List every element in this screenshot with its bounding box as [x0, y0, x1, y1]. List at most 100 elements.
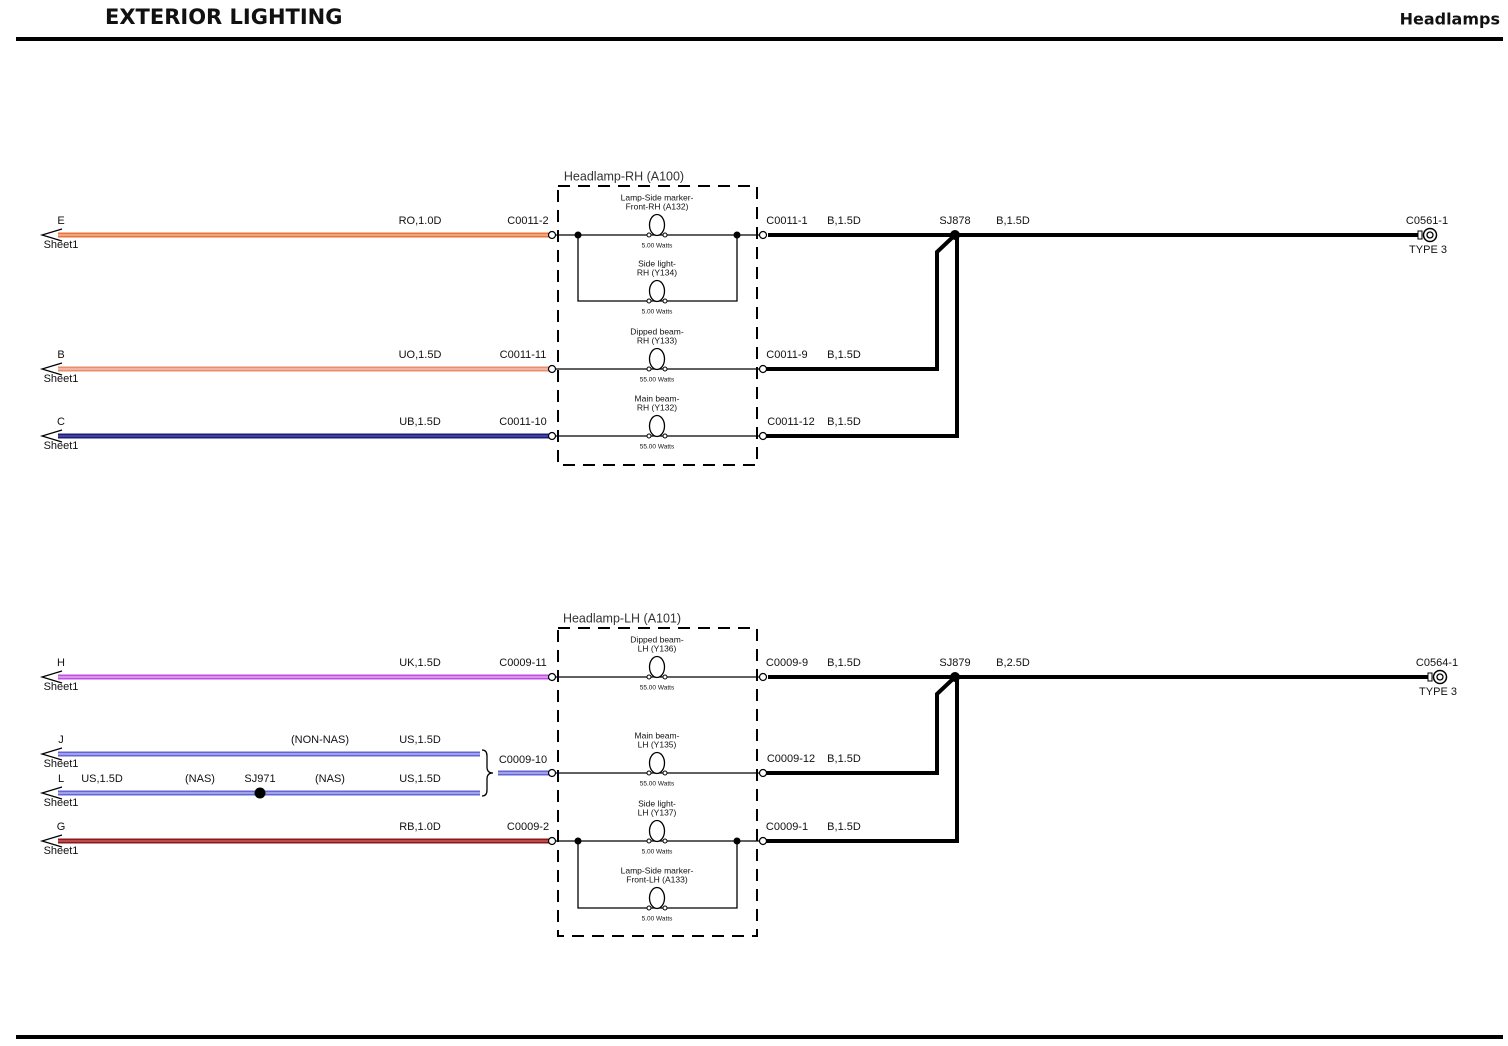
connector-pin	[758, 836, 768, 846]
lamp-rating: 5.00 Watts	[642, 243, 674, 250]
ground-symbol	[1426, 231, 1434, 239]
lamp-terminal	[646, 674, 652, 680]
component-box	[557, 627, 758, 937]
lamp-rating: 5.00 Watts	[642, 849, 674, 856]
page-section: Headlamps	[1400, 10, 1500, 29]
variant-label: (NAS)	[315, 773, 345, 785]
wire-label: B,2.5D	[996, 657, 1030, 669]
pin-label: L	[58, 773, 64, 785]
connector-label: C0009-9	[766, 657, 808, 669]
sheet-ref: Sheet1	[44, 797, 79, 809]
lamp-terminal	[646, 905, 652, 911]
ground-label: C0564-1	[1416, 657, 1458, 669]
wire-label: US,1.5D	[399, 734, 441, 746]
lamp-bulb	[648, 279, 666, 303]
lamp-terminal	[662, 770, 668, 776]
connector-pin	[758, 768, 768, 778]
sheet-arrow	[39, 786, 63, 800]
ground-terminal	[1427, 672, 1433, 682]
lamp-bulb	[648, 886, 666, 910]
connector-pin	[758, 364, 768, 374]
lamp-bulb	[648, 751, 666, 775]
sheet-arrow	[39, 228, 63, 242]
connector-label: C0009-12	[767, 753, 815, 765]
lamp-bulb	[648, 655, 666, 679]
junction	[574, 837, 582, 845]
variant-label: (NON-NAS)	[291, 734, 349, 746]
lamp-rating: 55.00 Watts	[640, 444, 675, 451]
connector-pin	[547, 768, 557, 778]
pin-label: B	[57, 349, 64, 361]
splice-label: SJ879	[939, 657, 970, 669]
brace	[481, 749, 494, 797]
wire-label: B,1.5D	[827, 349, 861, 361]
sheet-ref: Sheet1	[44, 681, 79, 693]
sheet-ref: Sheet1	[44, 758, 79, 770]
wire-label: US,1.5D	[81, 773, 123, 785]
connector-label: C0009-2	[507, 821, 549, 833]
pin-label: H	[57, 657, 65, 669]
lamp-rating: 55.00 Watts	[640, 781, 675, 788]
sheet-arrow	[39, 747, 63, 761]
sheet-ref: Sheet1	[44, 373, 79, 385]
wire-label: UK,1.5D	[399, 657, 441, 669]
lamp-label: Lamp-Side marker-	[621, 865, 694, 875]
lamp-label: Front-LH (A133)	[626, 874, 688, 884]
lamp-terminal	[662, 366, 668, 372]
ground-symbol	[1436, 673, 1444, 681]
lamp-terminal	[646, 366, 652, 372]
lamp-terminal	[662, 433, 668, 439]
lamp-bulb	[648, 347, 666, 371]
connector-label: C0011-2	[507, 215, 548, 227]
lamp-terminal	[662, 298, 668, 304]
connector-label: C0011-9	[766, 349, 807, 361]
lamp-terminal	[646, 298, 652, 304]
lamp-terminal	[662, 838, 668, 844]
connector-pin	[547, 836, 557, 846]
component-title: Headlamp-LH (A101)	[563, 611, 681, 625]
connector-pin	[547, 672, 557, 682]
pin-label: G	[57, 821, 66, 833]
lamp-label: LH (Y136)	[638, 643, 677, 653]
lamp-terminal	[646, 770, 652, 776]
wire	[766, 675, 957, 775]
lamp-label: RH (Y132)	[637, 402, 677, 412]
pin-label: J	[58, 734, 64, 746]
wire	[766, 235, 959, 438]
connector-label: C0011-12	[767, 416, 815, 428]
sheet-arrow	[39, 362, 63, 376]
connector-pin	[547, 230, 557, 240]
lamp-terminal	[662, 232, 668, 238]
lamp-rating: 5.00 Watts	[642, 916, 674, 923]
wire-label: US,1.5D	[399, 773, 441, 785]
ground-terminal	[1417, 230, 1423, 240]
junction	[733, 231, 741, 239]
connector-pin	[758, 672, 768, 682]
lamp-bulb	[648, 414, 666, 438]
variant-label: (NAS)	[185, 773, 215, 785]
sheet-arrow	[39, 429, 63, 443]
connector-pin	[758, 431, 768, 441]
lamp-bulb	[648, 213, 666, 237]
lamp-label: Side light-	[638, 798, 676, 808]
lamp-label: Main beam-	[635, 393, 680, 403]
lamp-label: Dipped beam-	[630, 326, 684, 336]
lamp-label: Front-RH (A132)	[626, 201, 689, 211]
junction	[733, 837, 741, 845]
lamp-label: Dipped beam-	[630, 634, 684, 644]
connector-label: C0009-10	[499, 754, 547, 766]
lamp-terminal	[646, 838, 652, 844]
lamp-bulb	[648, 819, 666, 843]
wire-label: B,1.5D	[827, 657, 861, 669]
lamp-label: Main beam-	[635, 730, 680, 740]
lamp-label: LH (Y137)	[638, 807, 677, 817]
lamp-label: Lamp-Side marker-	[621, 192, 694, 202]
connector-label: C0011-10	[499, 416, 547, 428]
connector-label: C0009-11	[499, 657, 547, 669]
lamp-terminal	[662, 674, 668, 680]
connector-label: C0009-1	[766, 821, 808, 833]
wire-label: UB,1.5D	[399, 416, 441, 428]
junction	[254, 787, 266, 799]
lamp-label: LH (Y135)	[638, 739, 677, 749]
